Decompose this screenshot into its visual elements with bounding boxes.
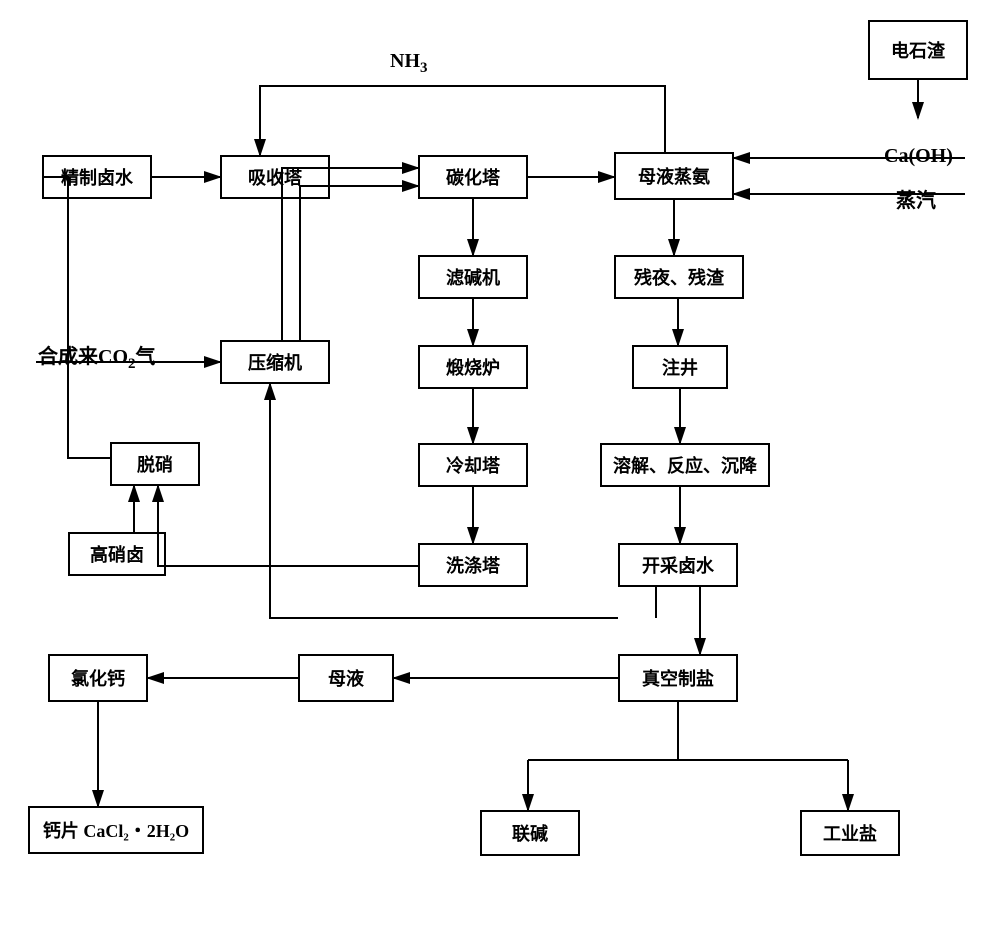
node-cooling: 冷却塔	[418, 443, 528, 487]
node-refined-brine: 精制卤水	[42, 155, 152, 199]
node-wash-tower: 洗涤塔	[418, 543, 528, 587]
node-calciner: 煅烧炉	[418, 345, 528, 389]
node-filter: 滤碱机	[418, 255, 528, 299]
node-ca-flake: 钙片 CaCl₂・2H₂O	[28, 806, 204, 854]
label-caoh: Ca(OH)	[884, 145, 953, 168]
label-steam: 蒸汽	[896, 184, 936, 213]
node-high-nitrate: 高硝卤	[68, 532, 166, 576]
node-mined-brine: 开采卤水	[618, 543, 738, 587]
node-inject-well: 注井	[632, 345, 728, 389]
node-ind-salt: 工业盐	[800, 810, 900, 856]
node-cacl2: 氯化钙	[48, 654, 148, 702]
node-dissolve: 溶解、反应、沉降	[600, 443, 770, 487]
label-nh3: NH3	[390, 50, 428, 77]
node-absorber: 吸收塔	[220, 155, 330, 199]
node-carbide-slag: 电石渣	[868, 20, 968, 80]
node-mother-evap: 母液蒸氨	[614, 152, 734, 200]
node-residue: 残夜、残渣	[614, 255, 744, 299]
label-co2: 合成来CO2气	[38, 340, 156, 373]
node-vacuum-salt: 真空制盐	[618, 654, 738, 702]
node-denitration: 脱硝	[110, 442, 200, 486]
node-comb-alkali: 联碱	[480, 810, 580, 856]
node-mother-liq: 母液	[298, 654, 394, 702]
node-compressor: 压缩机	[220, 340, 330, 384]
node-carbonizer: 碳化塔	[418, 155, 528, 199]
